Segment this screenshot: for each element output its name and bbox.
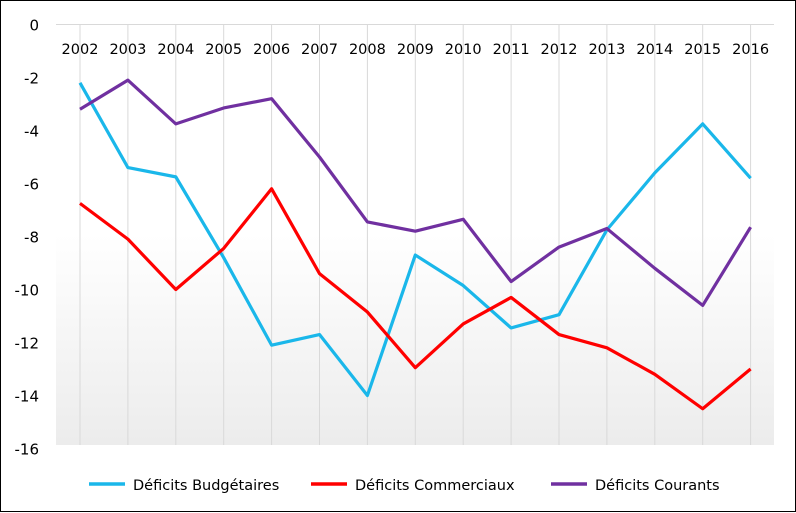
x-tick-label: 2013 (588, 42, 625, 58)
legend-label: Déficits Budgétaires (133, 478, 279, 494)
x-tick-label: 2004 (157, 42, 194, 58)
y-tick-label: -4 (24, 123, 39, 141)
y-tick-label: 0 (29, 17, 39, 35)
x-tick-label: 2014 (636, 42, 673, 58)
x-tick-label: 2016 (732, 42, 769, 58)
x-tick-label: 2008 (349, 42, 386, 58)
y-tick-label: -16 (15, 441, 40, 459)
y-tick-label: -6 (24, 176, 39, 194)
x-tick-label: 2009 (397, 42, 434, 58)
legend-label: Déficits Courants (595, 478, 720, 494)
x-tick-label: 2005 (205, 42, 242, 58)
y-tick-label: -8 (24, 229, 39, 247)
y-tick-label: -14 (15, 388, 40, 406)
x-tick-label: 2012 (541, 42, 578, 58)
x-tick-label: 2015 (684, 42, 721, 58)
y-tick-label: -2 (24, 70, 39, 88)
y-tick-label: -12 (15, 335, 40, 353)
x-tick-label: 2011 (493, 42, 530, 58)
x-tick-label: 2002 (62, 42, 99, 58)
x-tick-label: 2003 (109, 42, 146, 58)
x-tick-label: 2010 (445, 42, 482, 58)
x-tick-label: 2007 (301, 42, 338, 58)
y-tick-label: -10 (15, 282, 40, 300)
legend-label: Déficits Commerciaux (355, 478, 515, 494)
x-tick-label: 2006 (253, 42, 290, 58)
